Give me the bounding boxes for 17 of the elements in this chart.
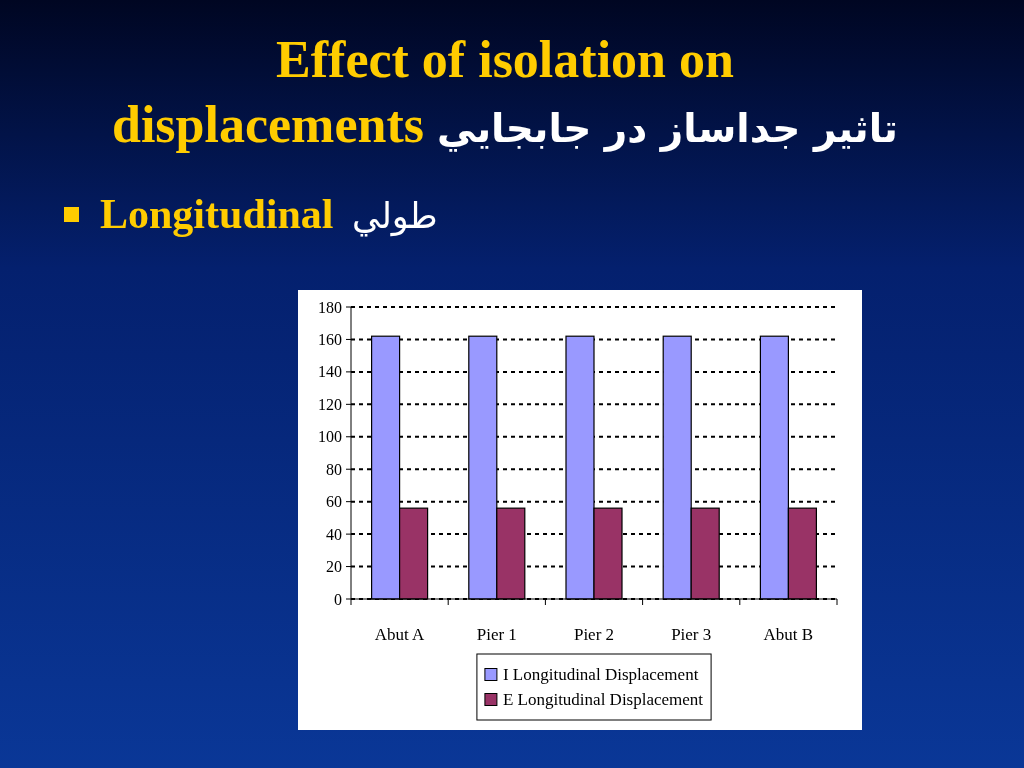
y-tick-label: 40 xyxy=(326,525,342,543)
y-tick-label: 0 xyxy=(334,590,342,608)
x-tick-label: Pier 2 xyxy=(573,625,615,644)
x-tick-label: Abut A xyxy=(374,625,426,644)
y-tick-label: 160 xyxy=(318,330,342,348)
y-tick-label: 140 xyxy=(318,363,342,381)
y-tick-label: 60 xyxy=(326,493,342,511)
y-tick-label: 120 xyxy=(318,395,342,413)
legend-label: E Longitudinal Displacement xyxy=(502,690,704,709)
y-tick-label: 100 xyxy=(318,428,342,446)
legend-label: I Longitudinal Displacement xyxy=(502,665,699,684)
y-tick-label: 180 xyxy=(318,298,342,316)
x-tick-label: Abut B xyxy=(763,625,814,644)
x-tick-label: Pier 1 xyxy=(476,625,517,644)
y-tick-label: 20 xyxy=(326,558,342,576)
y-tick-label: 80 xyxy=(326,460,342,478)
x-tick-label: Pier 3 xyxy=(671,625,712,644)
